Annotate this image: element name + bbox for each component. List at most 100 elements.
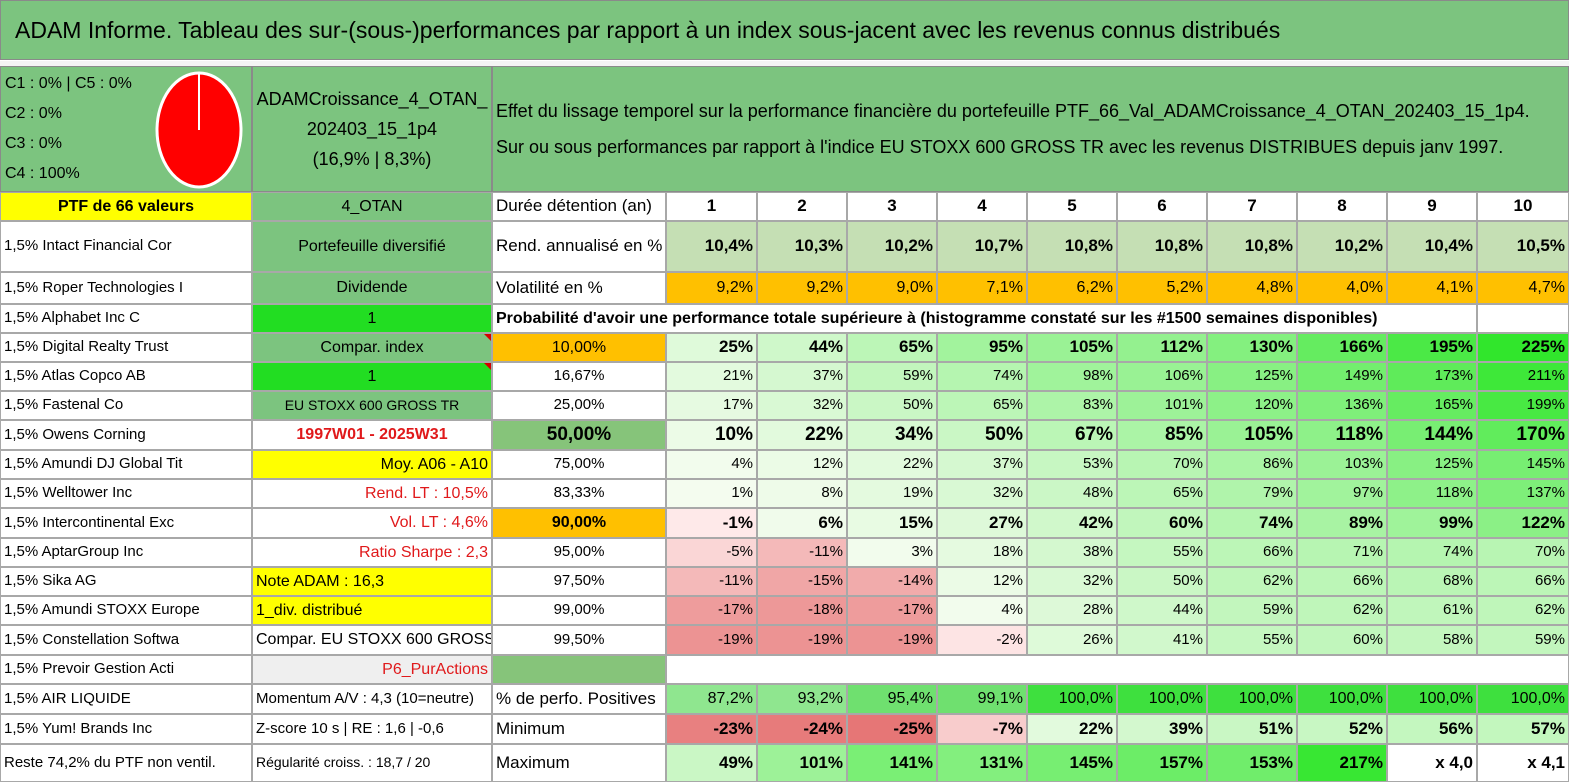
performance-cell: 44% [1117,596,1207,625]
positives-cell: 100,0% [1297,684,1387,714]
parameter-cell: Dividende [252,272,492,304]
performance-cell: 137% [1477,479,1569,508]
performance-cell: 22% [847,450,937,479]
performance-cell: 44% [757,333,847,362]
performance-cell: -11% [757,538,847,567]
portfolio-name-panel: ADAMCroissance_4_OTAN_ 202403_15_1p4 (16… [252,66,492,192]
year-header: 7 [1207,192,1297,221]
minimum-cell: 52% [1297,714,1387,744]
minimum-cell: -24% [757,714,847,744]
minimum-cell: -7% [937,714,1027,744]
parameter-cell: Moy. A06 - A10 [252,450,492,479]
parameter-cell: Z-score 10 s | RE : 1,6 | -0,6 [252,714,492,744]
annual-return-cell: 10,8% [1207,221,1297,272]
holding-row: 1,5% Amundi STOXX Europe [0,596,252,625]
maximum-cell: 217% [1297,744,1387,782]
allocation-pie-chart [155,71,243,189]
performance-cell: 62% [1297,596,1387,625]
performance-cell: 26% [1027,625,1117,655]
performance-cell: 4% [937,596,1027,625]
performance-cell: 65% [937,391,1027,420]
performance-cell: 68% [1387,567,1477,596]
maximum-label: Maximum [492,744,666,782]
holding-row: 1,5% Prevoir Gestion Acti [0,655,252,684]
performance-cell: 199% [1477,391,1569,420]
performance-cell: 10% [666,420,757,450]
performance-cell: 145% [1477,450,1569,479]
holding-row: 1,5% AIR LIQUIDE [0,684,252,714]
year-header: 10 [1477,192,1569,221]
performance-cell: 105% [1207,420,1297,450]
quantile-cell: 16,67% [492,362,666,391]
volatility-label: Volatilité en % [492,272,666,304]
minimum-cell: 51% [1207,714,1297,744]
quantile-cell: 50,00% [492,420,666,450]
portfolio-stats: (16,9% | 8,3%) [312,149,432,169]
performance-cell: 86% [1207,450,1297,479]
volatility-cell: 4,7% [1477,272,1569,304]
performance-cell: 99% [1387,508,1477,538]
quantile-cell: 75,00% [492,450,666,479]
empty-cell [666,655,1569,684]
performance-cell: 18% [937,538,1027,567]
performance-cell: 66% [1297,567,1387,596]
performance-cell: 50% [847,391,937,420]
quantile-cell: 10,00% [492,333,666,362]
maximum-cell: 49% [666,744,757,782]
performance-cell: 17% [666,391,757,420]
performance-cell: 65% [1117,479,1207,508]
holding-row: Reste 74,2% du PTF non ventil. [0,744,252,782]
performance-cell: 66% [1207,538,1297,567]
performance-cell: 106% [1117,362,1207,391]
performance-cell: -2% [937,625,1027,655]
maximum-cell: 131% [937,744,1027,782]
performance-cell: 27% [937,508,1027,538]
positives-cell: 100,0% [1207,684,1297,714]
annual-return-cell: 10,4% [1387,221,1477,272]
performance-cell: 112% [1117,333,1207,362]
volatility-cell: 4,1% [1387,272,1477,304]
annual-return-cell: 10,7% [937,221,1027,272]
class-breakdown-panel: C1 : 0% | C5 : 0% C2 : 0% C3 : 0% C4 : 1… [0,66,252,192]
performance-cell: 118% [1297,420,1387,450]
performance-cell: 48% [1027,479,1117,508]
return-label: Rend. annualisé en % [492,221,666,272]
minimum-cell: 57% [1477,714,1569,744]
parameter-cell: Régularité croiss. : 18,7 / 20 [252,744,492,782]
minimum-cell: 39% [1117,714,1207,744]
description-line1: Effet du lissage temporel sur la perform… [496,101,1530,121]
performance-cell: 66% [1477,567,1569,596]
parameter-cell: Ratio Sharpe : 2,3 [252,538,492,567]
maximum-cell: 145% [1027,744,1117,782]
holding-row: 1,5% Digital Realty Trust [0,333,252,362]
maximum-cell: 153% [1207,744,1297,782]
class-line: C1 : 0% | C5 : 0% [5,75,132,92]
performance-cell: 59% [847,362,937,391]
performance-cell: 144% [1387,420,1477,450]
quantile-cell: 99,50% [492,625,666,655]
performance-cell: 53% [1027,450,1117,479]
class-line: C2 : 0% [5,105,62,122]
performance-cell: 70% [1477,538,1569,567]
performance-cell: 97% [1297,479,1387,508]
positives-cell: 100,0% [1477,684,1569,714]
positives-cell: 100,0% [1117,684,1207,714]
performance-cell: 38% [1027,538,1117,567]
performance-cell: 165% [1387,391,1477,420]
holding-row: 1,5% Roper Technologies I [0,272,252,304]
performance-cell: 59% [1477,625,1569,655]
year-header: 4 [937,192,1027,221]
holdings-header: PTF de 66 valeurs [0,192,252,221]
performance-cell: 85% [1117,420,1207,450]
maximum-cell: 157% [1117,744,1207,782]
description-line2: Sur ou sous performances par rapport à l… [496,137,1504,157]
performance-cell: 59% [1207,596,1297,625]
performance-cell: 71% [1297,538,1387,567]
maximum-cell: 141% [847,744,937,782]
holding-row: 1,5% Alphabet Inc C [0,304,252,333]
parameter-cell: P6_PurActions [252,655,492,684]
performance-cell: 41% [1117,625,1207,655]
duration-label: Durée détention (an) [492,192,666,221]
performance-cell: 125% [1387,450,1477,479]
performance-cell: 37% [937,450,1027,479]
